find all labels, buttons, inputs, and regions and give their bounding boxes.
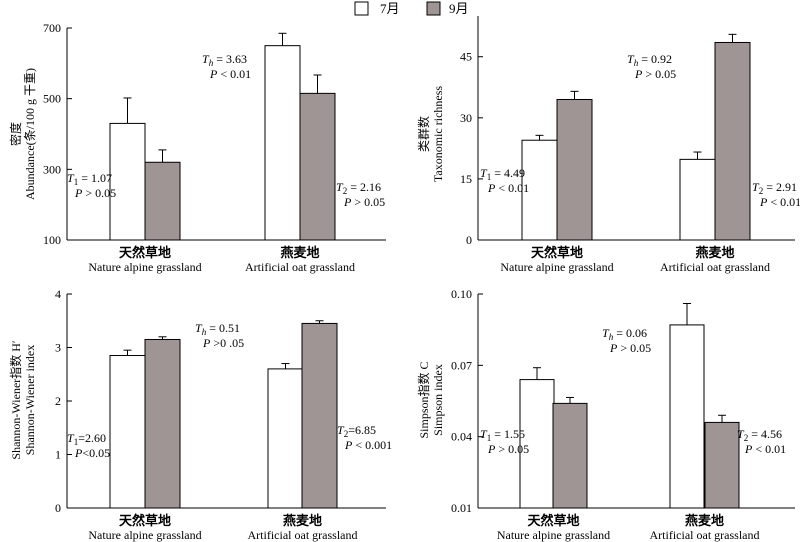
bar-abundance-july-cat1 xyxy=(109,122,146,241)
y-tick-label-abundance: 500 xyxy=(43,92,61,106)
y-tick-label-abundance: 100 xyxy=(43,233,61,247)
y-axis-title-cn-abundance: 密度 xyxy=(8,122,23,146)
stat-pvalue-t2-richness: P < 0.01 xyxy=(759,195,800,209)
bar-simpson-sept-cat1 xyxy=(552,402,588,509)
x-label-en-simpson-cat1: Nature alpine grassland xyxy=(497,528,610,542)
bar-simpson-july-cat1 xyxy=(519,379,555,509)
stat-pvalue-t2-simpson: P < 0.01 xyxy=(744,442,786,456)
bar-shannon-july-cat2 xyxy=(267,368,304,509)
stat-annotation-t1-simpson: T1 = 1.55 xyxy=(480,427,525,443)
legend-label-sept: 9月 xyxy=(449,1,469,16)
y-tick-label-simpson: 0.01 xyxy=(451,501,472,515)
y-axis-title-en-abundance: Abundance(条/100 g 干重) xyxy=(23,68,37,200)
legend-label-july: 7月 xyxy=(380,1,400,16)
x-label-en-abundance-cat2: Artificial oat grassland xyxy=(245,260,355,274)
stat-pvalue-th-abundance: P < 0.01 xyxy=(209,67,251,81)
y-tick-label-shannon: 2 xyxy=(55,394,61,408)
stat-pvalue-t1-simpson: P > 0.05 xyxy=(487,442,529,456)
stat-annotation-t1-shannon: T1=2.60 xyxy=(67,431,106,447)
x-label-cn-richness-cat2: 燕麦地 xyxy=(695,245,734,260)
bar-shannon-july-cat1 xyxy=(109,355,146,509)
legend-swatch-july xyxy=(354,1,369,16)
y-tick-label-richness: 15 xyxy=(460,172,472,186)
stat-annotation-t1-richness: T1 = 4.49 xyxy=(480,166,525,182)
x-label-en-abundance-cat1: Nature alpine grassland xyxy=(88,260,201,274)
y-tick-label-shannon: 4 xyxy=(55,287,61,301)
x-label-en-richness-cat1: Nature alpine grassland xyxy=(500,260,613,274)
x-label-cn-abundance-cat2: 燕麦地 xyxy=(280,245,319,260)
stat-annotation-t2-simpson: T2 = 4.56 xyxy=(737,427,782,443)
x-label-en-richness-cat2: Artificial oat grassland xyxy=(660,260,770,274)
stat-pvalue-th-shannon: P >0 .05 xyxy=(202,336,244,350)
y-tick-label-simpson: 0.04 xyxy=(451,430,472,444)
x-label-en-shannon-cat1: Nature alpine grassland xyxy=(88,528,201,542)
y-tick-label-richness: 45 xyxy=(460,50,472,64)
stat-pvalue-t1-abundance: P > 0.05 xyxy=(74,186,116,200)
x-label-cn-simpson-cat1: 天然草地 xyxy=(527,513,579,528)
y-tick-label-shannon: 0 xyxy=(55,501,61,515)
x-label-en-simpson-cat2: Artificial oat grassland xyxy=(650,528,760,542)
y-tick-label-simpson: 0.10 xyxy=(451,287,472,301)
stat-annotation-th-richness: Th = 0.92 xyxy=(627,52,672,68)
stat-annotation-t1-abundance: T1 = 1.07 xyxy=(67,171,112,187)
bar-shannon-sept-cat2 xyxy=(301,322,338,509)
x-label-cn-shannon-cat1: 天然草地 xyxy=(119,513,171,528)
y-axis-title-en-simpson: Simpson index xyxy=(431,364,445,436)
x-label-cn-shannon-cat2: 燕麦地 xyxy=(283,513,322,528)
stat-pvalue-t1-richness: P < 0.01 xyxy=(487,181,529,195)
bar-richness-sept-cat1 xyxy=(556,98,593,241)
stat-pvalue-t1-shannon: P<0.05 xyxy=(74,446,110,460)
stat-annotation-t2-shannon: T2=6.85 xyxy=(337,423,376,439)
stat-pvalue-th-simpson: P > 0.05 xyxy=(609,341,651,355)
legend-swatch-sept xyxy=(426,1,441,16)
y-tick-label-abundance: 300 xyxy=(43,162,61,176)
y-tick-label-shannon: 3 xyxy=(55,341,61,355)
bar-simpson-july-cat2 xyxy=(669,324,705,509)
bar-simpson-sept-cat2 xyxy=(704,421,740,509)
stat-pvalue-th-richness: P > 0.05 xyxy=(634,67,676,81)
stat-annotation-th-shannon: Th = 0.51 xyxy=(195,321,240,337)
y-tick-label-richness: 0 xyxy=(466,233,472,247)
y-axis-title-cn-shannon: Shannon-Wiener指数 H′ xyxy=(8,340,23,459)
y-tick-label-shannon: 1 xyxy=(55,448,61,462)
stat-pvalue-t2-abundance: P > 0.05 xyxy=(343,195,385,209)
x-label-cn-simpson-cat2: 燕麦地 xyxy=(685,513,724,528)
stat-annotation-th-abundance: Th = 3.63 xyxy=(202,52,247,68)
y-axis-title-cn-richness: 类群数 xyxy=(416,116,431,152)
stat-annotation-t2-abundance: T2 = 2.16 xyxy=(336,180,381,196)
bar-richness-july-cat2 xyxy=(679,158,716,241)
bar-richness-sept-cat2 xyxy=(714,41,751,241)
stat-pvalue-t2-shannon: P < 0.001 xyxy=(344,438,392,452)
y-axis-title-en-shannon: Shannon-Wiener index xyxy=(23,345,37,455)
stat-annotation-th-simpson: Th = 0.06 xyxy=(602,326,647,342)
y-axis-title-en-richness: Taxonomic richness xyxy=(431,86,445,182)
legend: 7月 9月 xyxy=(354,1,469,16)
y-axis-title-cn-simpson: Simpson指数 C xyxy=(416,361,431,438)
y-tick-label-simpson: 0.07 xyxy=(451,358,472,372)
x-label-cn-richness-cat1: 天然草地 xyxy=(531,245,583,260)
stat-annotation-t2-richness: T2 = 2.91 xyxy=(752,180,797,196)
y-tick-label-richness: 30 xyxy=(460,111,472,125)
bar-abundance-sept-cat1 xyxy=(144,161,181,241)
x-label-en-shannon-cat2: Artificial oat grassland xyxy=(248,528,358,542)
y-tick-label-abundance: 700 xyxy=(43,21,61,35)
bar-abundance-sept-cat2 xyxy=(299,92,336,241)
bar-shannon-sept-cat1 xyxy=(144,338,181,509)
x-label-cn-abundance-cat1: 天然草地 xyxy=(119,245,171,260)
bar-abundance-july-cat2 xyxy=(264,45,301,241)
